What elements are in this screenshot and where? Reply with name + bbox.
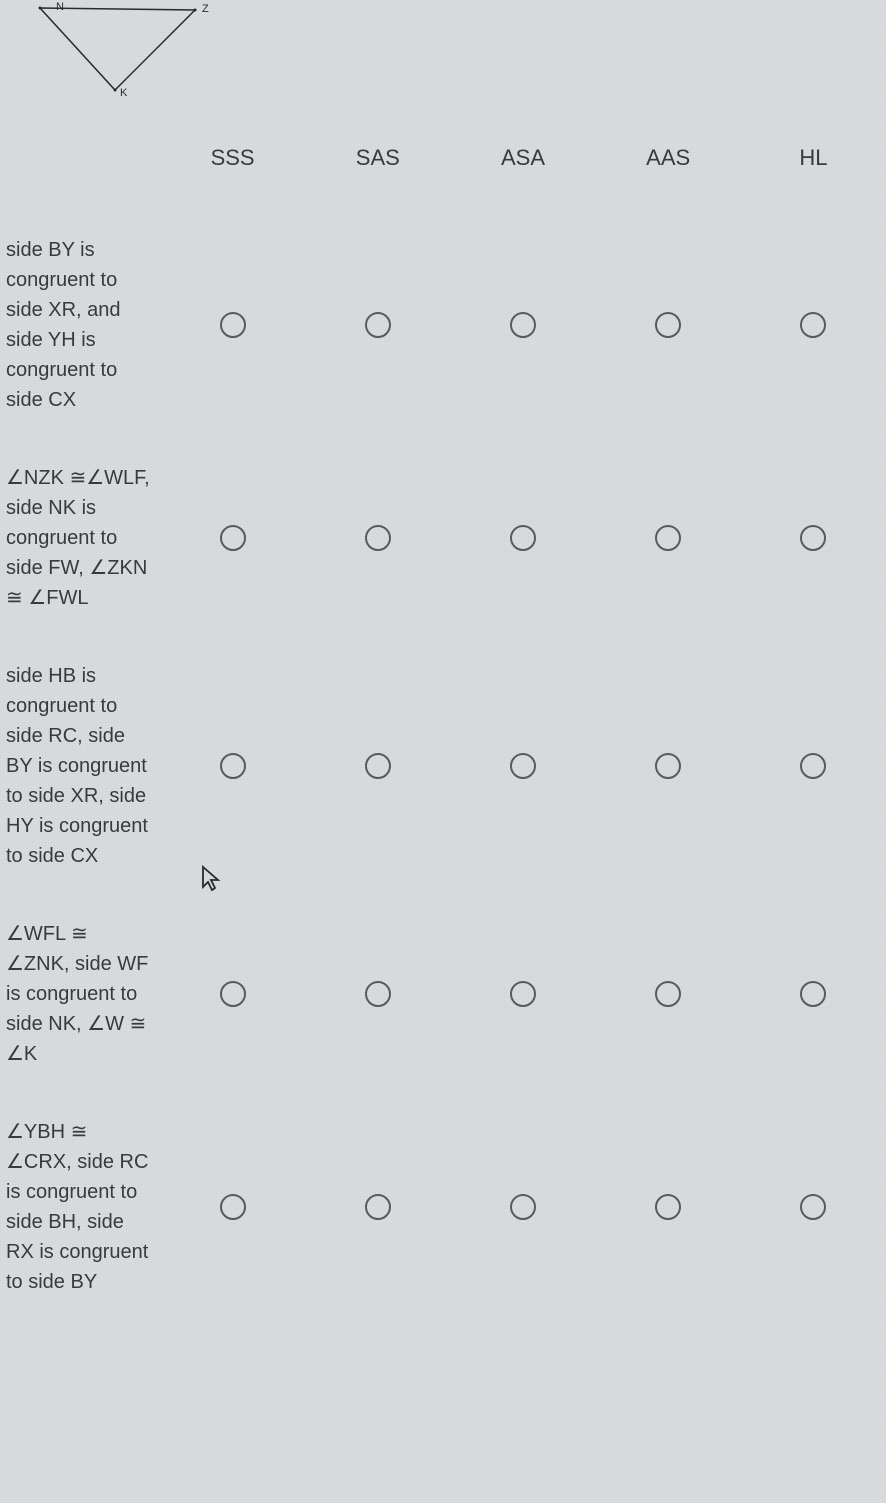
triangle-svg: N Z K (20, 0, 220, 105)
radio-r4-aas[interactable] (655, 1194, 681, 1220)
col-header-asa: ASA (450, 125, 595, 211)
radio-cell (596, 729, 741, 803)
col-header-sas: SAS (305, 125, 450, 211)
row-label-0: side BY is congruent to side XR, and sid… (0, 211, 160, 439)
radio-r4-hl[interactable] (800, 1194, 826, 1220)
row-label-2: side HB is congruent to side RC, side BY… (0, 637, 160, 895)
radio-r3-aas[interactable] (655, 981, 681, 1007)
radio-r1-hl[interactable] (800, 525, 826, 551)
triangle-shape (40, 8, 195, 90)
radio-r4-asa[interactable] (510, 1194, 536, 1220)
radio-r0-sss[interactable] (220, 312, 246, 338)
radio-r1-aas[interactable] (655, 525, 681, 551)
radio-r0-hl[interactable] (800, 312, 826, 338)
radio-r4-sss[interactable] (220, 1194, 246, 1220)
radio-cell (305, 501, 450, 575)
radio-cell (741, 288, 886, 362)
radio-cell (305, 729, 450, 803)
radio-r4-sas[interactable] (365, 1194, 391, 1220)
radio-r2-asa[interactable] (510, 753, 536, 779)
radio-cell (741, 957, 886, 1031)
radio-cell (741, 729, 886, 803)
radio-r2-sss[interactable] (220, 753, 246, 779)
radio-r2-hl[interactable] (800, 753, 826, 779)
radio-cell (741, 1170, 886, 1244)
row-label-1: ∠NZK ≅∠WLF, side NK is congruent to side… (0, 439, 160, 637)
radio-cell (450, 288, 595, 362)
vertex-k-label: K (120, 87, 128, 99)
radio-cell (160, 1170, 305, 1244)
radio-r0-asa[interactable] (510, 312, 536, 338)
radio-r1-sss[interactable] (220, 525, 246, 551)
col-header-sss: SSS (160, 125, 305, 211)
radio-cell (450, 957, 595, 1031)
radio-cell (160, 288, 305, 362)
row-label-4: ∠YBH ≅ ∠CRX, side RC is congruent to sid… (0, 1093, 160, 1321)
radio-cell (450, 501, 595, 575)
radio-cell (596, 1170, 741, 1244)
radio-r2-aas[interactable] (655, 753, 681, 779)
radio-r0-sas[interactable] (365, 312, 391, 338)
radio-cell (596, 501, 741, 575)
radio-r3-sss[interactable] (220, 981, 246, 1007)
quiz-container: N Z K SSS SAS ASA AAS HL side BY is cong… (0, 0, 886, 1321)
answer-grid: SSS SAS ASA AAS HL side BY is congruent … (0, 125, 886, 1321)
radio-cell (305, 288, 450, 362)
radio-cell (450, 729, 595, 803)
radio-r3-asa[interactable] (510, 981, 536, 1007)
radio-r3-sas[interactable] (365, 981, 391, 1007)
radio-cell (596, 957, 741, 1031)
radio-cell (160, 957, 305, 1031)
radio-cell (596, 288, 741, 362)
radio-r3-hl[interactable] (800, 981, 826, 1007)
radio-cell (305, 957, 450, 1031)
radio-r0-aas[interactable] (655, 312, 681, 338)
radio-r1-asa[interactable] (510, 525, 536, 551)
row-label-3: ∠WFL ≅ ∠ZNK, side WF is congruent to sid… (0, 895, 160, 1093)
col-header-hl: HL (741, 125, 886, 211)
radio-r1-sas[interactable] (365, 525, 391, 551)
radio-cell (305, 1170, 450, 1244)
radio-cell (160, 501, 305, 575)
col-header-aas: AAS (596, 125, 741, 211)
radio-cell (160, 729, 305, 803)
triangle-diagram: N Z K (0, 0, 886, 125)
vertex-n-label: N (56, 1, 64, 13)
vertex-z-label: Z (202, 3, 209, 15)
radio-cell (741, 501, 886, 575)
radio-r2-sas[interactable] (365, 753, 391, 779)
radio-cell (450, 1170, 595, 1244)
